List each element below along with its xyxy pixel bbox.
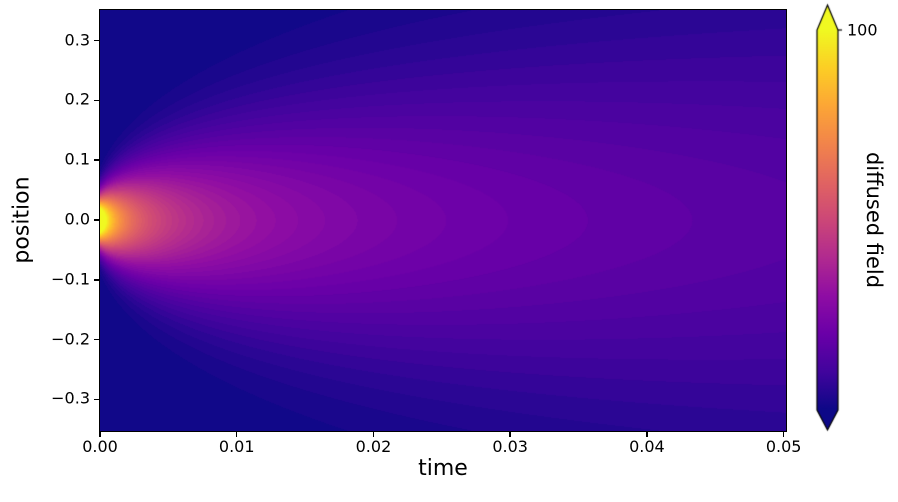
- y-tick-mark: [94, 279, 99, 281]
- x-tick-mark: [646, 432, 648, 437]
- y-tick-label: 0.2: [64, 90, 90, 110]
- x-tick-label: 0.04: [629, 437, 665, 456]
- y-tick-label: −0.1: [51, 269, 90, 289]
- y-axis-label: position: [9, 176, 35, 264]
- colorbar-tick-label: 100: [847, 20, 878, 40]
- x-axis-label: time: [418, 456, 468, 481]
- x-tick-mark: [99, 432, 101, 437]
- x-tick-mark: [372, 432, 375, 437]
- x-tick-label: 0.02: [355, 437, 392, 456]
- y-tick-label: 0.1: [64, 149, 90, 169]
- x-tick-mark: [235, 432, 238, 437]
- x-tick-label: 0.05: [765, 437, 802, 456]
- heatmap-canvas: [100, 10, 786, 431]
- y-tick-mark: [94, 219, 99, 221]
- y-tick-mark: [94, 159, 99, 161]
- x-tick-mark: [782, 432, 785, 437]
- x-tick-mark: [509, 432, 511, 437]
- x-tick-label: 0.03: [492, 437, 528, 456]
- x-tick-label: 0.00: [82, 437, 118, 456]
- y-tick-mark: [94, 338, 99, 341]
- x-tick-label: 0.01: [218, 437, 255, 456]
- y-tick-mark: [94, 99, 99, 102]
- y-tick-label: −0.2: [51, 329, 90, 349]
- y-tick-mark: [94, 39, 99, 42]
- y-tick-mark: [94, 398, 99, 401]
- y-tick-label: −0.3: [51, 389, 90, 409]
- colorbar-canvas: [812, 2, 846, 438]
- y-tick-label: 0.0: [64, 209, 90, 229]
- y-tick-label: 0.3: [64, 30, 90, 50]
- colorbar-label: diffused field: [862, 151, 886, 289]
